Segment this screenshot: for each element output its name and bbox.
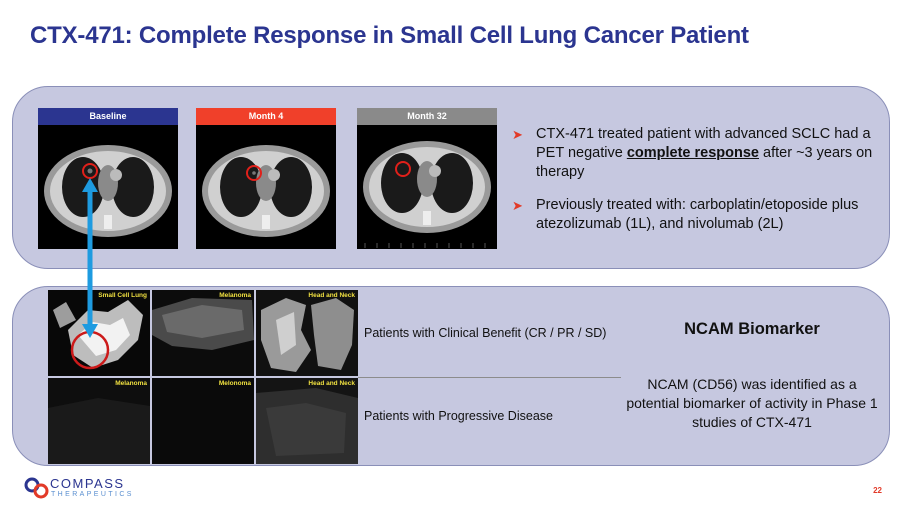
- scan-label: Month 32: [357, 108, 497, 125]
- arrow-bullet-icon: ➤: [512, 127, 523, 142]
- tile-label: Melanoma: [115, 380, 147, 387]
- tissue-tile-head-neck-2: Head and Neck: [256, 378, 358, 464]
- compass-logo-icon: [24, 477, 49, 499]
- ct-image: [196, 125, 336, 249]
- linking-arrow: [82, 178, 98, 338]
- page-number: 22: [873, 486, 882, 495]
- slide-title: CTX-471: Complete Response in Small Cell…: [30, 22, 749, 49]
- tile-label: Melonoma: [218, 380, 251, 387]
- tissue-tile-melanoma-2: Melanoma: [48, 378, 150, 464]
- label-clinical-benefit: Patients with Clinical Benefit (CR / PR …: [364, 326, 607, 340]
- ncam-description: NCAM (CD56) was identified as a potentia…: [626, 376, 878, 430]
- tissue-tile-small-cell-lung: Small Cell Lung: [48, 290, 150, 376]
- ct-image: [38, 125, 178, 249]
- bullet-prior-treatment: ➤ Previously treated with: carboplatin/e…: [512, 197, 859, 232]
- ct-image: [357, 125, 497, 249]
- label-progressive-disease: Patients with Progressive Disease: [364, 409, 553, 423]
- tissue-tile-melanoma: Melanoma: [152, 290, 254, 376]
- tissue-tile-melonoma: Melonoma: [152, 378, 254, 464]
- tile-label: Melanoma: [219, 292, 251, 299]
- tile-label: Head and Neck: [308, 292, 355, 299]
- tissue-tile-head-neck: Head and Neck: [256, 290, 358, 376]
- logo-subtitle: THERAPEUTICS: [51, 491, 134, 498]
- group-divider: [358, 377, 621, 378]
- scan-label: Baseline: [38, 108, 178, 125]
- tile-label: Small Cell Lung: [98, 292, 147, 299]
- bullet-response: ➤ CTX-471 treated patient with advanced …: [512, 126, 873, 180]
- bullet-list: ➤ CTX-471 treated patient with advanced …: [512, 125, 882, 248]
- arrow-bullet-icon: ➤: [512, 198, 523, 213]
- scan-label: Month 4: [196, 108, 336, 125]
- complete-response-emphasis: complete response: [626, 145, 759, 161]
- scan-month-32: Month 32: [357, 108, 497, 249]
- logo-name: COMPASS: [50, 476, 125, 491]
- tile-label: Head and Neck: [308, 380, 355, 387]
- ncam-title: NCAM Biomarker: [684, 320, 820, 338]
- scan-baseline: Baseline: [38, 108, 178, 249]
- scan-month-4: Month 4: [196, 108, 336, 249]
